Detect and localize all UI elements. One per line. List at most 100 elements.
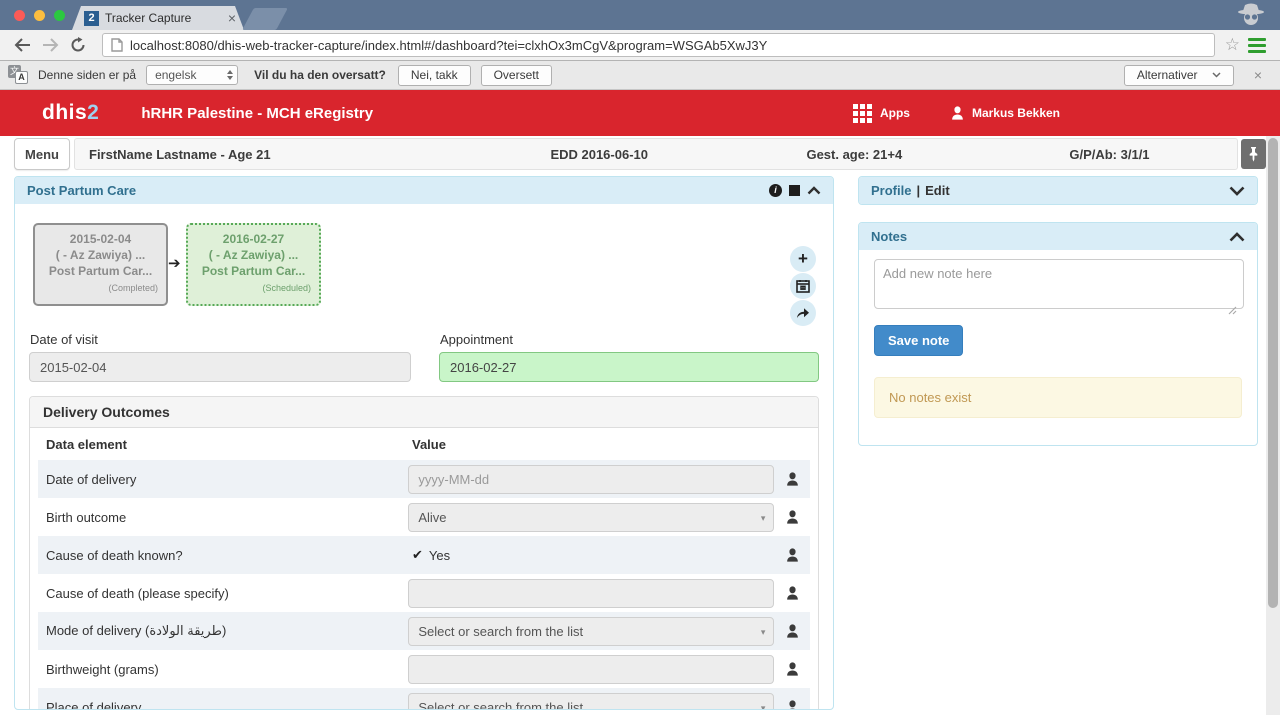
save-note-button[interactable]: Save note [874, 325, 964, 356]
table-row: Birth outcome Alive ▾ [38, 498, 810, 536]
url-bar[interactable]: localhost:8080/dhis-web-tracker-capture/… [102, 33, 1215, 57]
tab-close-icon[interactable]: × [227, 10, 236, 26]
forward-button[interactable] [38, 33, 62, 57]
date-of-delivery-input[interactable] [408, 464, 775, 494]
calendar-icon [796, 280, 810, 293]
place-of-delivery-select[interactable]: Select or search from the list ▾ [408, 692, 775, 709]
translate-bar-close-icon[interactable]: × [1253, 67, 1262, 83]
audit-person-icon[interactable] [774, 547, 810, 563]
notes-title: Notes [871, 229, 908, 244]
translate-options-button[interactable]: Alternativer [1123, 64, 1234, 86]
audit-person-icon[interactable] [774, 623, 810, 639]
appointment-input[interactable]: 2016-02-27 [439, 352, 819, 382]
refer-event-button[interactable] [790, 300, 816, 326]
browser-toolbar: localhost:8080/dhis-web-tracker-capture/… [0, 30, 1280, 61]
data-element-label: Place of delivery [46, 699, 142, 710]
menu-button[interactable]: Menu [14, 138, 70, 170]
stop-icon[interactable] [789, 185, 800, 196]
table-row: Cause of death known? ✔ Yes [38, 536, 810, 574]
patient-name: FirstName Lastname - Age 21 [89, 146, 271, 162]
language-select[interactable]: engelsk [146, 65, 239, 85]
table-row: Mode of delivery (طريقة الولادة) Select … [38, 612, 810, 650]
expand-panel-icon[interactable] [1229, 186, 1245, 196]
decline-translate-button[interactable]: Nei, takk [397, 64, 471, 86]
pin-button[interactable] [1241, 139, 1266, 169]
dhis2-favicon-icon: 2 [84, 11, 99, 26]
stage-panel-header[interactable]: Post Partum Care i [15, 177, 833, 204]
browser-titlebar: 2 Tracker Capture × [0, 0, 1280, 30]
scrollbar-thumb[interactable] [1268, 138, 1278, 608]
caret-down-icon: ▾ [760, 512, 766, 523]
info-icon[interactable]: i [769, 184, 782, 197]
patient-gpab: G/P/Ab: 3/1/1 [1069, 146, 1150, 162]
data-element-label: Birth outcome [46, 509, 127, 525]
delivery-outcomes-section: Delivery Outcomes Data element Value Dat… [29, 396, 819, 710]
checkmark-icon[interactable]: ✔ [412, 547, 423, 562]
table-row: Date of delivery [38, 460, 810, 498]
cause-of-death-input[interactable] [408, 578, 775, 608]
audit-person-icon[interactable] [774, 509, 810, 525]
translate-button[interactable]: Oversett [480, 64, 552, 86]
section-title: Delivery Outcomes [30, 397, 818, 428]
schedule-event-button[interactable] [790, 273, 816, 299]
collapse-panel-icon[interactable] [1229, 231, 1245, 242]
browser-menu-icon[interactable] [1248, 37, 1266, 53]
notes-panel-header[interactable]: Notes [859, 223, 1257, 250]
profile-panel-header[interactable]: Profile | Edit [859, 177, 1257, 204]
col-data-element: Data element [46, 436, 127, 452]
audit-person-icon[interactable] [774, 661, 810, 677]
event-card-scheduled[interactable]: 2016-02-27 ( - Az Zawiya) ... Post Partu… [186, 223, 321, 306]
page-scrollbar[interactable] [1266, 136, 1280, 715]
dhis2-logo[interactable]: dhis2 [42, 101, 100, 124]
bookmark-star-icon[interactable]: ☆ [1224, 35, 1240, 54]
resize-grip-icon[interactable] [1228, 306, 1237, 315]
stage-panel-title: Post Partum Care [27, 183, 137, 198]
reload-button[interactable] [66, 33, 90, 57]
mode-of-delivery-select[interactable]: Select or search from the list ▾ [408, 616, 775, 646]
apps-grid-icon [852, 103, 872, 123]
data-element-label: Mode of delivery (طريقة الولادة) [46, 623, 227, 638]
translate-question: Vil du ha den oversatt? [254, 68, 386, 82]
event-status: (Completed) [108, 283, 158, 293]
translate-icon: 文 A [8, 65, 30, 85]
app-header: dhis2 hRHR Palestine - MCH eRegistry App… [0, 90, 1280, 136]
new-tab-button[interactable] [242, 8, 288, 30]
profile-panel: Profile | Edit [858, 176, 1258, 205]
event-card-completed[interactable]: 2015-02-04 ( - Az Zawiya) ... Post Partu… [33, 223, 168, 306]
birth-outcome-select[interactable]: Alive ▾ [408, 502, 775, 532]
mac-close-button[interactable] [14, 10, 25, 21]
profile-edit-link[interactable]: Edit [925, 183, 950, 198]
apps-menu-button[interactable]: Apps [852, 103, 910, 123]
date-of-visit-input[interactable]: 2015-02-04 [29, 352, 411, 382]
translate-message: Denne siden er på [38, 68, 137, 82]
tab-title: Tracker Capture [105, 11, 192, 25]
mac-zoom-button[interactable] [54, 10, 65, 21]
table-row: Birthweight (grams) [38, 650, 810, 688]
check-value[interactable]: Yes [428, 547, 451, 563]
notes-panel: Notes Save note No notes exist [858, 222, 1258, 446]
audit-person-icon[interactable] [774, 471, 810, 487]
collapse-panel-icon[interactable] [807, 186, 821, 195]
profile-divider: | [916, 183, 921, 198]
patient-gest-age: Gest. age: 21+4 [806, 146, 903, 162]
new-note-textarea[interactable] [874, 259, 1244, 309]
birthweight-input[interactable] [408, 654, 775, 684]
audit-person-icon[interactable] [774, 585, 810, 601]
add-event-button[interactable]: + [790, 246, 816, 272]
browser-tab[interactable]: 2 Tracker Capture × [72, 6, 244, 30]
patient-summary-bar: FirstName Lastname - Age 21 EDD 2016-06-… [74, 138, 1238, 170]
mac-minimize-button[interactable] [34, 10, 45, 21]
select-stepper-icon [227, 70, 234, 80]
table-row: Place of delivery Select or search from … [38, 688, 810, 710]
data-element-label: Date of delivery [46, 471, 137, 487]
data-element-label: Birthweight (grams) [46, 661, 159, 677]
data-element-label: Cause of death known? [46, 547, 183, 563]
back-button[interactable] [10, 33, 34, 57]
data-element-label: Cause of death (please specify) [46, 585, 229, 601]
event-status: (Scheduled) [262, 283, 311, 293]
audit-person-icon[interactable] [774, 699, 810, 709]
user-menu-button[interactable]: Markus Bekken [950, 105, 1060, 121]
no-notes-alert: No notes exist [874, 377, 1242, 418]
appointment-label: Appointment [440, 332, 513, 347]
app-title: hRHR Palestine - MCH eRegistry [141, 104, 374, 122]
